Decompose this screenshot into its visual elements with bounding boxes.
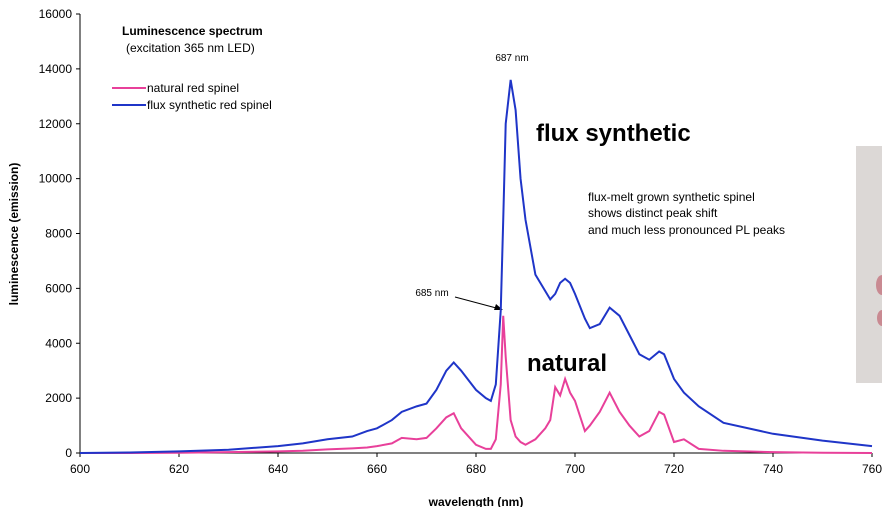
y-axis-label: luminescence (emission) — [7, 163, 21, 306]
y-tick-label: 8000 — [45, 227, 72, 241]
photo — [856, 146, 882, 383]
chart-subtitle: (excitation 365 nm LED) — [126, 41, 255, 55]
y-tick-label: 16000 — [39, 7, 73, 21]
x-tick-label: 700 — [565, 462, 585, 476]
x-tick-label: 680 — [466, 462, 486, 476]
x-tick-label: 760 — [862, 462, 882, 476]
series-line — [80, 80, 872, 453]
x-tick-label: 740 — [763, 462, 783, 476]
chart: Luminescence spectrum (excitation 365 nm… — [0, 0, 882, 507]
x-tick-label: 620 — [169, 462, 189, 476]
y-tick-label: 10000 — [39, 172, 73, 186]
annotation: 685 nm — [415, 288, 448, 299]
x-tick-label: 660 — [367, 462, 387, 476]
annotation: shows distinct peak shift — [588, 206, 718, 220]
y-tick-label: 12000 — [39, 117, 73, 131]
x-tick-label: 720 — [664, 462, 684, 476]
annotation: flux-melt grown synthetic spinel — [588, 190, 755, 204]
x-tick-label: 640 — [268, 462, 288, 476]
y-tick-label: 4000 — [45, 336, 72, 350]
annotation: flux synthetic — [536, 120, 691, 147]
y-tick-label: 2000 — [45, 391, 72, 405]
series-line — [80, 316, 872, 453]
x-tick-label: 600 — [70, 462, 90, 476]
arrow — [455, 297, 500, 309]
chart-title: Luminescence spectrum — [122, 24, 263, 38]
legend-label: natural red spinel — [147, 81, 239, 95]
y-tick-label: 14000 — [39, 62, 73, 76]
x-axis-label: wavelength (nm) — [428, 495, 524, 507]
legend-label: flux synthetic red spinel — [147, 98, 272, 112]
annotation: 687 nm — [495, 53, 528, 64]
y-tick-label: 0 — [65, 446, 72, 460]
y-tick-label: 6000 — [45, 281, 72, 295]
annotation: and much less pronounced PL peaks — [588, 223, 785, 237]
annotation: natural — [527, 350, 607, 377]
